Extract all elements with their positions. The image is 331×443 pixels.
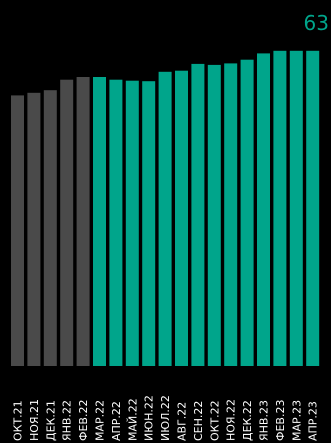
bars-layer [11, 50, 320, 367]
x-tick-label: ОКТ.21 [12, 400, 25, 441]
bar-ИЮН.22 [142, 81, 156, 366]
x-tick-label: МАЙ.22 [126, 398, 139, 441]
x-tick-label: ОКТ.22 [208, 400, 221, 441]
bar-ИЮЛ.22 [158, 71, 172, 367]
x-tick-label: ФЕВ.22 [77, 400, 90, 441]
x-tick-label: НОЯ.21 [28, 399, 41, 441]
x-tick-label: ДЕК.21 [44, 400, 57, 441]
bar-МАЙ.22 [125, 80, 139, 366]
bar-ДЕК.22 [240, 59, 254, 366]
x-tick-label: АПР.22 [110, 401, 123, 441]
bar-ЯНВ.22 [60, 79, 74, 366]
bar-ОКТ.21 [11, 95, 24, 367]
bar-АВГ.22 [175, 70, 188, 366]
bar-АПР.23 [306, 50, 320, 367]
bar-МАР.23 [289, 50, 303, 367]
x-tick-label: НОЯ.22 [225, 399, 238, 441]
x-tick-label: СЕН.22 [192, 401, 205, 441]
bar-ФЕВ.23 [273, 50, 287, 367]
bar-ОКТ.22 [207, 64, 221, 367]
highlight-value-label: 63 [304, 11, 329, 35]
x-tick-label: ИЮЛ.22 [159, 395, 172, 441]
bar-АПР.22 [109, 79, 123, 366]
bar-НОЯ.22 [224, 63, 238, 367]
x-tick-label: АВГ.22 [176, 402, 189, 441]
bar-ЯНВ.23 [257, 53, 270, 367]
bar-НОЯ.21 [27, 92, 41, 367]
x-tick-label: МАР.23 [290, 400, 303, 441]
x-tick-label: АПР.23 [307, 401, 320, 441]
x-axis-tick-labels: ОКТ.21 НОЯ.21 ДЕК.21 ЯНВ.22 ФЕВ.22 МАР.22 АПР.… [12, 395, 320, 441]
x-tick-label: МАР.22 [94, 400, 107, 441]
x-tick-label: ЯНВ.22 [61, 400, 74, 441]
x-tick-label: ИЮН.22 [143, 395, 156, 441]
bar-СЕН.22 [191, 63, 205, 367]
x-tick-label: ДЕК.22 [241, 400, 254, 441]
bar-МАР.22 [93, 77, 106, 366]
bar-ФЕВ.22 [76, 77, 90, 366]
bar-ДЕК.21 [43, 90, 57, 366]
x-tick-label: ФЕВ.23 [274, 400, 287, 441]
x-tick-label: ЯНВ.23 [258, 400, 271, 441]
